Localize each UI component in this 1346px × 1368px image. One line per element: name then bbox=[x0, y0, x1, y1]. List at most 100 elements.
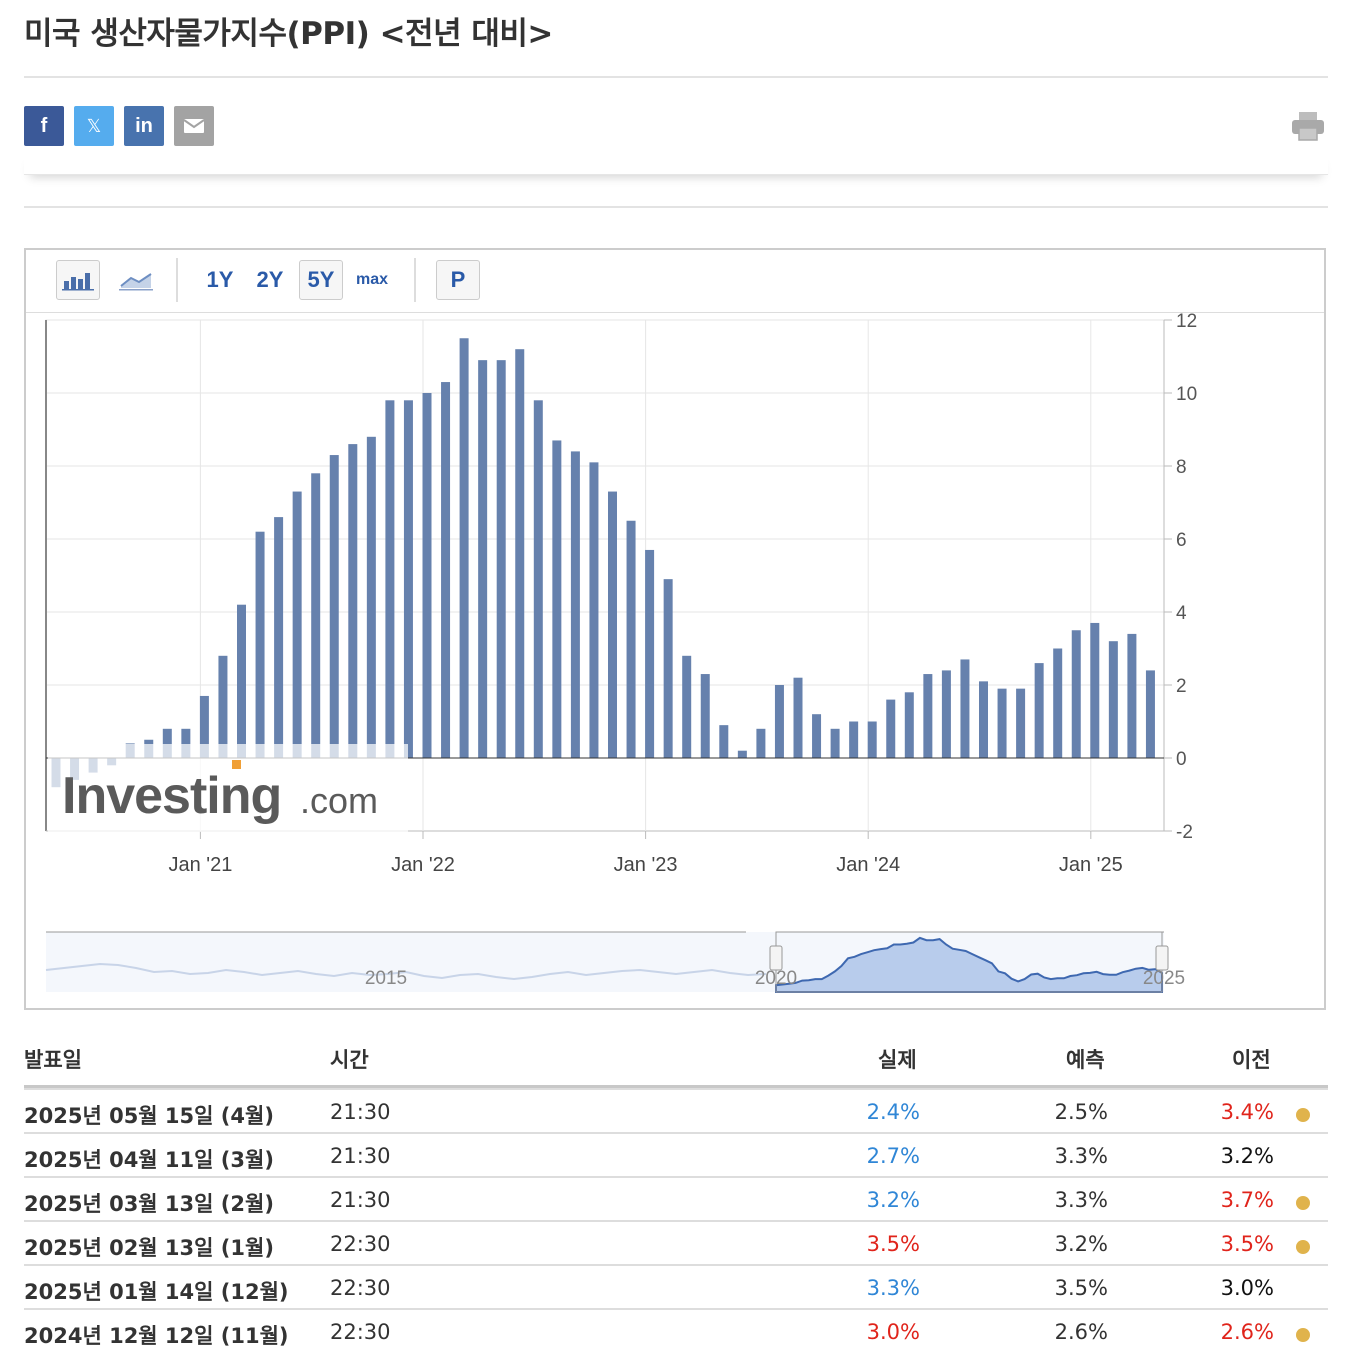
revised-indicator-icon[interactable] bbox=[1296, 1108, 1310, 1122]
forecast-value: 3.5% bbox=[1054, 1276, 1108, 1300]
x-tick-label: Jan '22 bbox=[391, 854, 455, 876]
page-title: 미국 생산자물가지수(PPI) <전년 대비> bbox=[24, 16, 553, 52]
chart-bar bbox=[737, 750, 747, 758]
twitter-share-button[interactable]: 𝕏 bbox=[74, 106, 114, 146]
chart-bar bbox=[237, 604, 246, 758]
x-tick-label: Jan '24 bbox=[836, 854, 900, 876]
chart-bar bbox=[867, 721, 877, 758]
table-header-divider bbox=[24, 1085, 1328, 1088]
chart-bar bbox=[422, 393, 432, 758]
revised-indicator-icon[interactable] bbox=[1296, 1240, 1310, 1254]
table-row: 2025년 03월 13일 (2월) 21:30 3.2% 3.3% 3.7% bbox=[24, 1176, 1328, 1222]
release-date: 2025년 01월 14일 (12월) bbox=[24, 1280, 289, 1304]
forecast-value: 2.6% bbox=[1054, 1320, 1108, 1344]
chart-bar bbox=[1034, 663, 1044, 758]
chart-bar bbox=[941, 670, 951, 758]
chart-bar bbox=[478, 360, 488, 758]
chart-bars bbox=[46, 338, 1164, 788]
chart-bar bbox=[682, 655, 692, 758]
release-time: 21:30 bbox=[330, 1100, 391, 1124]
previous-value: 3.7% bbox=[1220, 1188, 1274, 1212]
chart-bar bbox=[886, 699, 896, 758]
release-date: 2025년 02월 13일 (1월) bbox=[24, 1236, 274, 1260]
chart-container: 1Y 2Y 5Y max P -2 0 2 4 6 8 10 12 Jan '21 Jan '2… bbox=[24, 248, 1326, 1010]
print-icon[interactable] bbox=[1290, 110, 1326, 144]
chart-bar bbox=[626, 520, 636, 758]
revised-indicator-icon[interactable] bbox=[1296, 1196, 1310, 1210]
range-1y-button[interactable]: 1Y bbox=[206, 267, 234, 292]
chart-bar bbox=[608, 491, 617, 758]
area-chart-button[interactable] bbox=[114, 260, 158, 300]
chart-bar bbox=[292, 491, 302, 758]
chart-bar bbox=[960, 659, 970, 758]
range-navigator: 2015 2020 2025 bbox=[45, 931, 1185, 993]
chart-bar bbox=[199, 695, 209, 758]
revised-indicator-icon[interactable] bbox=[1296, 1328, 1310, 1342]
table-row: 2025년 05월 15일 (4월) 21:30 2.4% 2.5% 3.4% bbox=[24, 1088, 1328, 1134]
forecast-value: 3.2% bbox=[1054, 1232, 1108, 1256]
col-header-forecast: 예측 bbox=[1066, 1048, 1105, 1072]
range-5y-button[interactable]: 5Y bbox=[299, 260, 343, 300]
chart-bar bbox=[830, 728, 840, 758]
chart-bar bbox=[515, 349, 525, 758]
watermark-backdrop bbox=[48, 744, 408, 832]
release-time: 22:30 bbox=[330, 1232, 391, 1256]
area-chart-icon bbox=[119, 273, 153, 291]
release-date: 2024년 12월 12일 (11월) bbox=[24, 1324, 289, 1348]
previous-value: 2.6% bbox=[1220, 1320, 1274, 1344]
x-tick-label: Jan '21 bbox=[168, 854, 232, 876]
table-row: 2024년 12월 12일 (11월) 22:30 3.0% 2.6% 2.6% bbox=[24, 1308, 1328, 1354]
chart-bar bbox=[774, 685, 784, 758]
chart-bar bbox=[1127, 633, 1137, 758]
facebook-share-button[interactable]: f bbox=[24, 106, 64, 146]
y-tick-label: 0 bbox=[1176, 749, 1187, 770]
release-date: 2025년 03월 13일 (2월) bbox=[24, 1192, 274, 1216]
chart-bar bbox=[663, 579, 673, 758]
release-date: 2025년 04월 11일 (3월) bbox=[24, 1148, 274, 1172]
chart-bar bbox=[849, 721, 859, 758]
linkedin-share-button[interactable]: in bbox=[124, 106, 164, 146]
x-icon: 𝕏 bbox=[86, 115, 102, 136]
chart-bar bbox=[441, 382, 451, 758]
actual-value: 3.2% bbox=[866, 1188, 920, 1212]
email-share-button[interactable] bbox=[174, 106, 214, 146]
bar-chart-button[interactable] bbox=[56, 260, 100, 300]
divider bbox=[24, 76, 1328, 78]
p-button[interactable]: P bbox=[436, 260, 480, 300]
range-max-button[interactable]: max bbox=[355, 271, 389, 288]
previous-value: 3.5% bbox=[1220, 1232, 1274, 1256]
watermark-domain: .com bbox=[300, 780, 378, 821]
chart-bar bbox=[366, 436, 376, 758]
y-tick-label: 4 bbox=[1176, 603, 1187, 624]
divider bbox=[24, 206, 1328, 208]
col-header-date: 발표일 bbox=[24, 1048, 82, 1072]
actual-value: 3.5% bbox=[866, 1232, 920, 1256]
chart-bar bbox=[700, 674, 710, 758]
y-tick-label: 6 bbox=[1176, 530, 1187, 551]
chart-bar bbox=[570, 451, 580, 758]
chart-bar bbox=[403, 400, 413, 758]
chart-bar bbox=[979, 681, 988, 758]
chart-bar bbox=[311, 473, 321, 758]
range-2y-button[interactable]: 2Y bbox=[256, 267, 284, 292]
chart-bar bbox=[1108, 641, 1118, 758]
toolbar-separator bbox=[176, 258, 178, 302]
chart-bar bbox=[904, 692, 914, 758]
chart-bar bbox=[329, 455, 339, 758]
bar-chart-icon bbox=[62, 273, 94, 291]
release-date: 2025년 05월 15일 (4월) bbox=[24, 1104, 274, 1128]
release-time: 22:30 bbox=[330, 1276, 391, 1300]
chart-bar bbox=[756, 728, 766, 758]
ppi-bar-chart: -2 0 2 4 6 8 10 12 Jan '21 Jan '22 Jan '23 Jan '24… bbox=[45, 312, 1197, 993]
chart-bar bbox=[162, 728, 172, 758]
watermark-brand: Investing bbox=[62, 767, 281, 825]
chart-bar bbox=[552, 440, 562, 758]
actual-value: 3.0% bbox=[866, 1320, 920, 1344]
chart-bar bbox=[997, 688, 1007, 758]
forecast-value: 3.3% bbox=[1054, 1188, 1108, 1212]
chart-bar bbox=[589, 462, 599, 758]
actual-value: 3.3% bbox=[866, 1276, 920, 1300]
previous-value: 3.4% bbox=[1220, 1100, 1274, 1124]
table-row: 2025년 04월 11일 (3월) 21:30 2.7% 3.3% 3.2% bbox=[24, 1132, 1328, 1178]
forecast-value: 3.3% bbox=[1054, 1144, 1108, 1168]
